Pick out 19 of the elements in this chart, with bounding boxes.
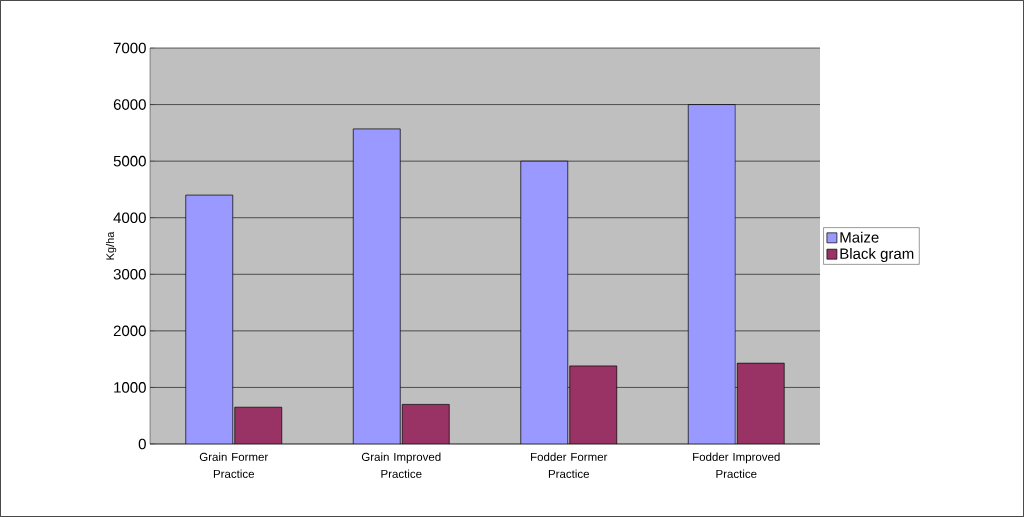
y-tick-label: 3000 bbox=[113, 268, 146, 280]
bar bbox=[520, 160, 569, 444]
y-tick-label: 1000 bbox=[114, 382, 146, 393]
legend-label: Black gram bbox=[840, 248, 914, 262]
legend-label: Maize bbox=[840, 231, 879, 243]
bar bbox=[185, 194, 234, 444]
y-tick-label: 2000 bbox=[113, 325, 146, 337]
y-tick-label: 6000 bbox=[113, 99, 146, 110]
bar bbox=[352, 128, 401, 444]
x-tick-label: Fodder Improved Practice bbox=[693, 452, 780, 478]
y-tick-label: 7000 bbox=[113, 42, 146, 54]
y-tick-label: 0 bbox=[138, 438, 146, 450]
bar bbox=[687, 104, 736, 444]
x-tick-label: Grain Former Practice bbox=[199, 452, 269, 478]
y-tick-label: 5000 bbox=[113, 155, 146, 167]
y-tick-label: 4000 bbox=[113, 212, 146, 224]
y-axis-title: Kg/ha bbox=[105, 231, 117, 260]
x-tick-label: Grain Improved Practice bbox=[361, 452, 441, 478]
x-tick-label: Fodder Former Practice bbox=[531, 452, 608, 478]
